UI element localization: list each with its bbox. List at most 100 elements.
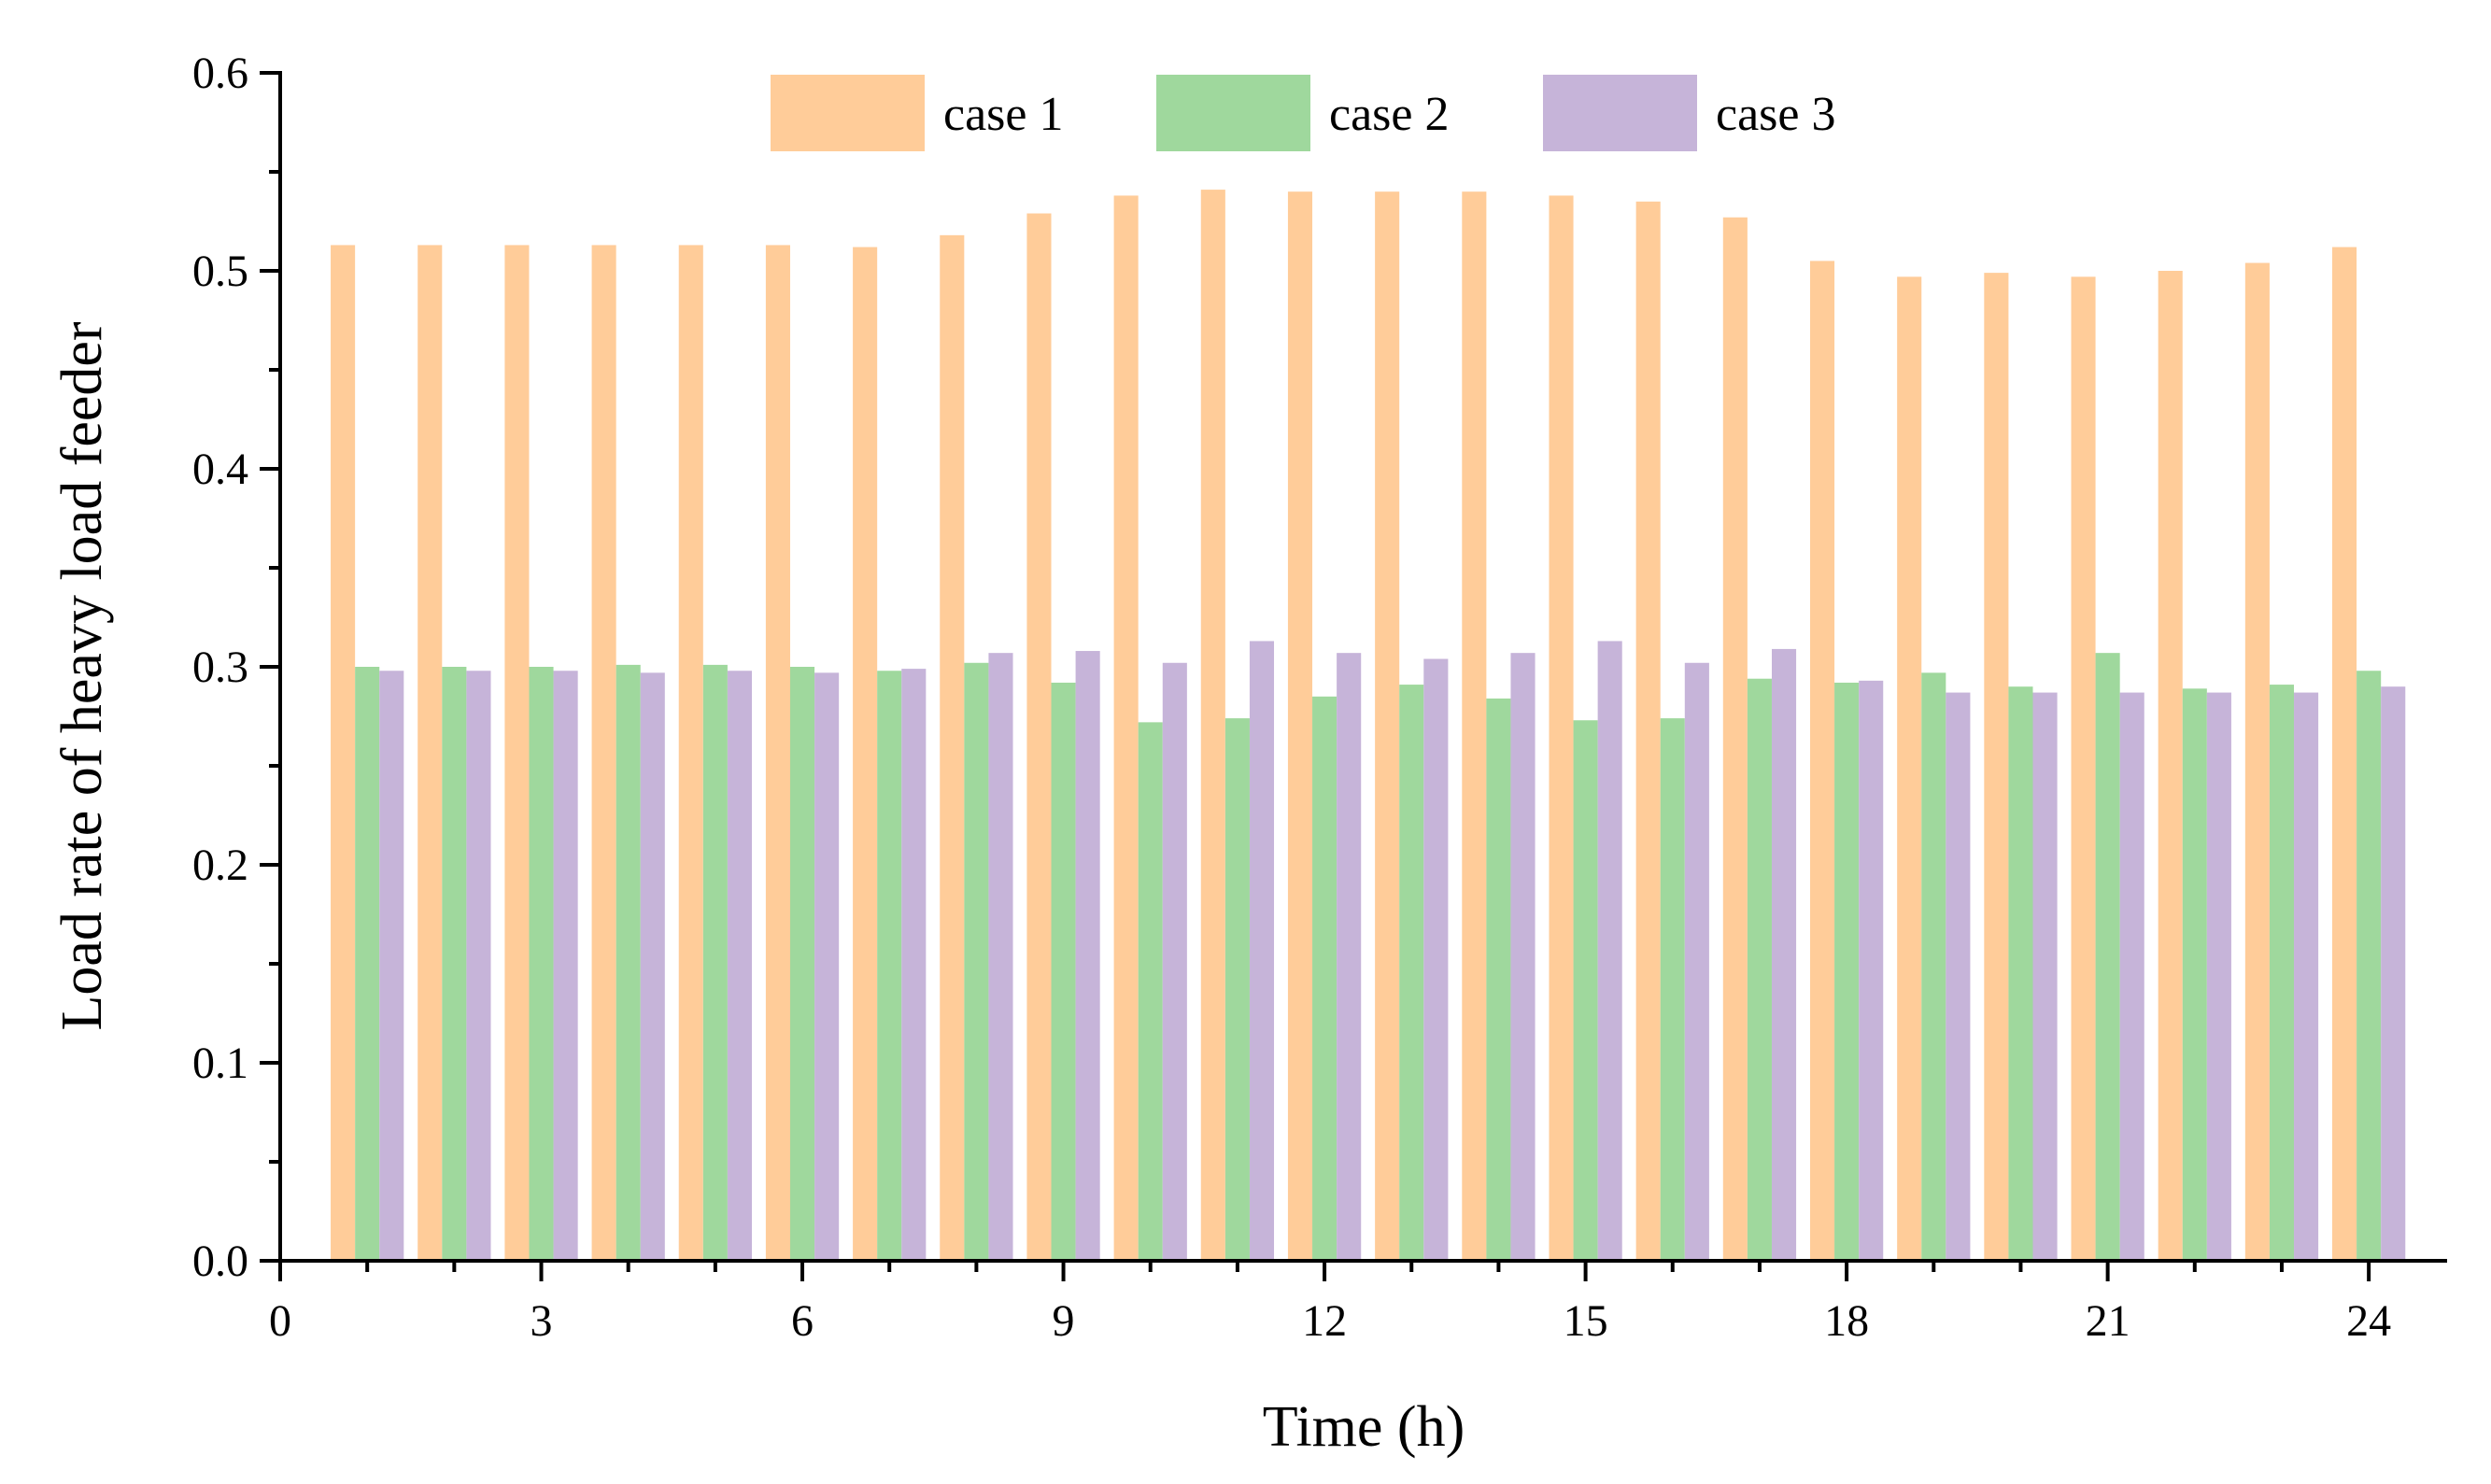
y-tick-label: 0.1: [192, 1039, 248, 1088]
bar-case2-h11: [1224, 718, 1250, 1261]
bar-case3-h18: [1859, 680, 1884, 1261]
bar-case3-h2: [466, 671, 491, 1261]
legend-label-case2: case 2: [1329, 88, 1449, 141]
bar-case1-h21: [2071, 276, 2096, 1261]
bar-case2-h5: [702, 664, 728, 1261]
bar-case3-h10: [1162, 662, 1187, 1261]
bar-case2-h17: [1747, 678, 1772, 1261]
bar-case2-h24: [2357, 671, 2382, 1261]
legend-label-case3: case 3: [1716, 88, 1835, 141]
bar-case1-h14: [1462, 191, 1487, 1262]
bar-case2-h9: [1051, 682, 1076, 1261]
x-tick-label: 6: [791, 1296, 814, 1346]
bar-case1-h7: [853, 247, 878, 1261]
bar-case3-h1: [379, 671, 404, 1261]
bar-case1-h11: [1200, 190, 1225, 1262]
bar-case2-h20: [2008, 686, 2033, 1261]
bar-case3-h13: [1423, 658, 1449, 1261]
bar-case1-h12: [1287, 191, 1313, 1262]
bar-case2-h14: [1486, 698, 1511, 1261]
bar-case1-h4: [591, 245, 616, 1262]
bar-case2-h6: [789, 667, 815, 1261]
x-tick-label: 18: [1824, 1296, 1869, 1346]
bars-group: [331, 190, 2406, 1262]
bar-case1-h16: [1635, 201, 1661, 1261]
y-tick-label: 0.4: [192, 445, 248, 494]
bar-case3-h6: [814, 672, 840, 1261]
bar-case2-h21: [2095, 653, 2120, 1261]
x-tick-label: 0: [269, 1296, 291, 1346]
y-tick-label: 0.6: [192, 49, 248, 98]
x-tick-label: 12: [1302, 1296, 1347, 1346]
x-tick-label: 21: [2086, 1296, 2130, 1346]
bar-case3-h5: [727, 671, 752, 1261]
bar-case3-h14: [1510, 653, 1536, 1261]
bar-case2-h22: [2182, 688, 2207, 1261]
y-tick-label: 0.3: [192, 643, 248, 692]
bar-case2-h8: [964, 662, 989, 1261]
bar-case1-h2: [418, 245, 443, 1262]
bar-case2-h13: [1399, 685, 1424, 1261]
bar-case3-h16: [1684, 662, 1709, 1261]
bar-case1-h18: [1809, 261, 1835, 1261]
bar-case1-h20: [1984, 273, 2009, 1261]
bar-case3-h17: [1771, 648, 1797, 1261]
bar-case3-h23: [2294, 692, 2319, 1261]
bar-case2-h3: [529, 667, 554, 1261]
bar-case2-h1: [355, 667, 380, 1261]
bar-case2-h15: [1573, 720, 1598, 1261]
bar-case1-h8: [940, 234, 965, 1262]
y-tick-label: 0.0: [192, 1237, 248, 1286]
bar-case1-h1: [331, 245, 356, 1262]
bar-case3-h21: [2119, 692, 2144, 1261]
bar-case2-h10: [1138, 722, 1163, 1261]
bar-case2-h16: [1660, 718, 1685, 1261]
bar-case3-h19: [1946, 692, 1971, 1261]
bar-case3-h12: [1337, 653, 1362, 1261]
x-tick-label: 3: [531, 1296, 553, 1346]
bar-case3-h3: [553, 671, 578, 1261]
x-tick-label: 9: [1053, 1296, 1075, 1346]
bar-case2-h18: [1834, 682, 1860, 1261]
y-tick-label: 0.5: [192, 247, 248, 296]
bar-case3-h20: [2032, 692, 2058, 1261]
bar-case1-h3: [504, 245, 530, 1262]
bar-case2-h7: [877, 671, 902, 1261]
bar-case2-h12: [1312, 696, 1337, 1261]
x-tick-label: 24: [2346, 1296, 2391, 1346]
bar-case1-h24: [2332, 247, 2357, 1261]
bar-case1-h15: [1549, 195, 1574, 1262]
y-tick-label: 0.2: [192, 841, 248, 890]
bar-case1-h22: [2158, 271, 2183, 1261]
bar-case1-h17: [1722, 217, 1748, 1261]
y-axis-title: Load rate of heavy load feeder: [50, 321, 114, 1030]
bar-case3-h8: [988, 653, 1013, 1261]
bar-case3-h9: [1075, 651, 1100, 1261]
axes-group: 0.0 0.1 0.2 0.3 0.4 0.5 0.6 0 3 6 9 12 15 18 21 24: [192, 49, 2447, 1346]
legend-swatch-case2: [1156, 75, 1310, 151]
bar-case1-h13: [1375, 191, 1400, 1262]
legend-swatch-case3: [1543, 75, 1697, 151]
bar-case2-h2: [442, 667, 467, 1261]
x-tick-label: 15: [1564, 1296, 1608, 1346]
bar-case1-h19: [1897, 276, 1922, 1261]
bar-case1-h5: [678, 245, 703, 1262]
bar-case3-h11: [1249, 641, 1275, 1261]
bar-case2-h23: [2269, 685, 2295, 1261]
bar-case3-h7: [901, 669, 927, 1261]
legend: case 1 case 2 case 3: [771, 75, 1835, 151]
bar-case3-h24: [2381, 686, 2406, 1261]
legend-swatch-case1: [771, 75, 925, 151]
bar-case3-h4: [640, 672, 665, 1261]
bar-case3-h15: [1597, 641, 1622, 1261]
bar-case1-h23: [2244, 262, 2270, 1261]
bar-case2-h4: [616, 664, 641, 1261]
bar-case1-h9: [1026, 213, 1052, 1261]
x-axis-title: Time (h): [1263, 1395, 1465, 1459]
legend-label-case1: case 1: [943, 88, 1063, 141]
bar-case1-h6: [765, 245, 790, 1262]
bar-case3-h22: [2206, 692, 2231, 1261]
bar-case1-h10: [1113, 195, 1139, 1262]
bar-case2-h19: [1921, 672, 1946, 1261]
